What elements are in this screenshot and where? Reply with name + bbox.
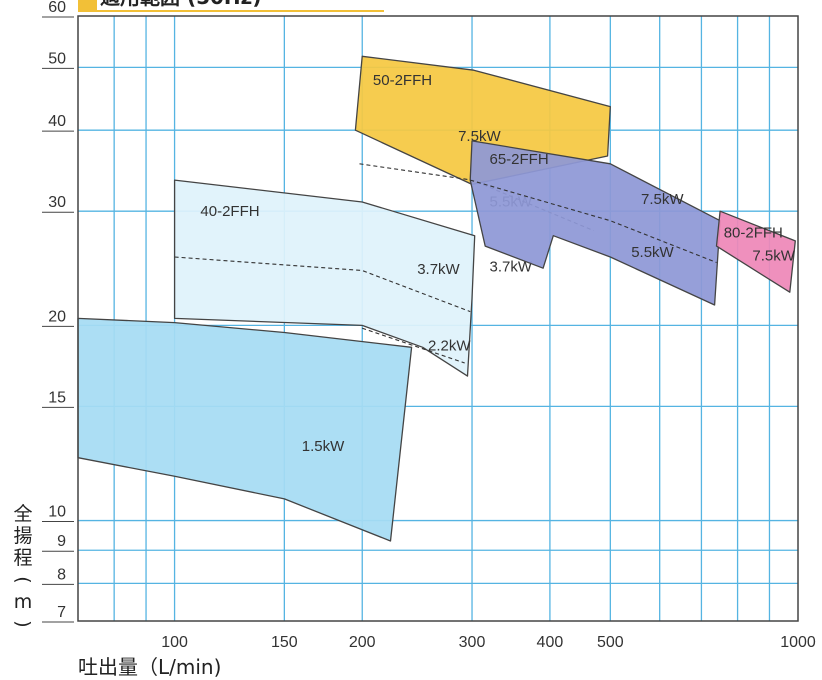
y-tick-label: 10 bbox=[48, 504, 66, 521]
region-65-2ffh: 65-2FFH 7.5kW 5.5kW bbox=[469, 140, 721, 306]
y-axis-title-char: 全 bbox=[13, 503, 32, 525]
y-axis-title-char: 揚 bbox=[13, 525, 32, 547]
x-tick-label: 500 bbox=[597, 634, 624, 651]
y-tick-label: 20 bbox=[48, 308, 66, 325]
y-tick-labels: 7 8 9 10 15 20 30 40 50 60 bbox=[42, 0, 74, 623]
y-axis-title-char: ) bbox=[12, 620, 34, 627]
header-clipped-text: 適用範囲 (50Hz) bbox=[100, 0, 261, 9]
y-tick-label: 50 bbox=[48, 50, 66, 67]
coverage-regions: 50-2FFH7.5kW5.5kW3.7kW65-2FFH7.5kW5.5kW8… bbox=[77, 55, 796, 542]
header-fragment: 適用範囲 (50Hz) bbox=[78, 0, 384, 12]
region-label: 7.5kW bbox=[752, 247, 795, 264]
plot-frame bbox=[77, 15, 799, 622]
region-80-2ffh: 80-2FFH 7.5kW bbox=[715, 210, 796, 293]
region-area bbox=[173, 179, 476, 377]
y-tick-label: 40 bbox=[48, 113, 66, 130]
region-area bbox=[354, 55, 611, 186]
y-axis-title: 全揚程 ( m) bbox=[12, 503, 34, 628]
region-label: 65-2FFH bbox=[490, 151, 549, 168]
x-tick-labels: 100 150 200 300 400 500 1000 bbox=[161, 634, 816, 651]
region-1-5kw: 1.5kW bbox=[77, 317, 413, 542]
region-label: 3.7kW bbox=[417, 261, 460, 278]
x-tick-label: 200 bbox=[349, 634, 376, 651]
x-tick-label: 150 bbox=[271, 634, 298, 651]
y-tick-label: 7 bbox=[57, 604, 66, 621]
y-tick-label: 30 bbox=[48, 194, 66, 211]
y-tick-label: 60 bbox=[48, 0, 66, 16]
region-label: 3.7kW bbox=[490, 259, 533, 276]
y-tick-label: 15 bbox=[48, 389, 66, 406]
y-tick-label: 8 bbox=[57, 566, 66, 583]
region-40-2ffh: 40-2FFH 3.7kW 2.2kW bbox=[173, 179, 476, 377]
region-label: 7.5kW bbox=[641, 191, 684, 208]
x-tick-label: 1000 bbox=[780, 634, 816, 651]
region-area bbox=[469, 140, 721, 306]
region-label: 2.2kW bbox=[428, 337, 471, 354]
x-tick-label: 100 bbox=[161, 634, 188, 651]
y-axis-title-char: 程 bbox=[13, 547, 32, 569]
region-label: 40-2FFH bbox=[200, 203, 259, 220]
x-axis-title: 吐出量（L/min) bbox=[78, 655, 221, 679]
header-square bbox=[78, 0, 97, 10]
region-area bbox=[715, 210, 796, 293]
region-label: 50-2FFH bbox=[373, 72, 432, 89]
y-axis-title-char: ( bbox=[12, 576, 34, 583]
x-tick-label: 300 bbox=[459, 634, 486, 651]
x-tick-label: 400 bbox=[537, 634, 564, 651]
y-axis-title-char: m bbox=[14, 591, 33, 613]
region-label: 7.5kW bbox=[458, 128, 501, 145]
region-area bbox=[77, 317, 413, 542]
region-label: 80-2FFH bbox=[724, 225, 783, 242]
region-label: 5.5kW bbox=[631, 244, 674, 261]
y-tick-label: 9 bbox=[57, 533, 66, 550]
region-label: 1.5kW bbox=[302, 438, 345, 455]
